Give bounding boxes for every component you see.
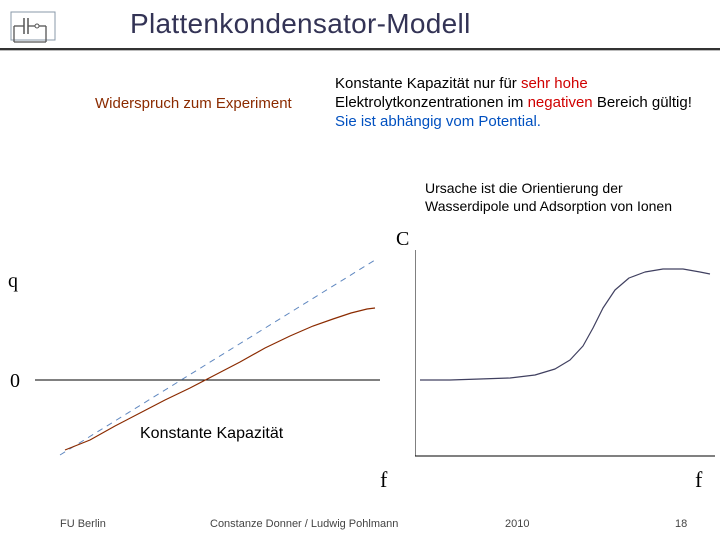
footer-year: 2010 (505, 518, 529, 530)
c-vs-phi-plot (415, 250, 715, 460)
right-paragraph-2: Ursache ist die Orientierung der Wasserd… (425, 180, 705, 215)
x-axis-label-phi-left: f (380, 467, 387, 493)
y-axis-label-c: C (396, 228, 409, 251)
x-axis-label-phi-right: f (695, 467, 702, 493)
footer-left: FU Berlin (60, 518, 106, 530)
capacitor-icon (10, 8, 56, 48)
left-subheading: Widerspruch zum Experiment (95, 95, 295, 114)
note-constant-capacity: Konstante Kapazität (140, 425, 283, 443)
right-paragraph-1: Konstante Kapazität nur für sehr hohe El… (335, 75, 705, 131)
zero-label: 0 (10, 370, 20, 393)
page-title: Plattenkondensator-Modell (130, 8, 471, 40)
footer-center: Constanze Donner / Ludwig Pohlmann (210, 518, 398, 530)
footer-page: 18 (675, 518, 687, 530)
y-axis-label-q: q (8, 270, 18, 293)
title-underline (0, 48, 720, 50)
